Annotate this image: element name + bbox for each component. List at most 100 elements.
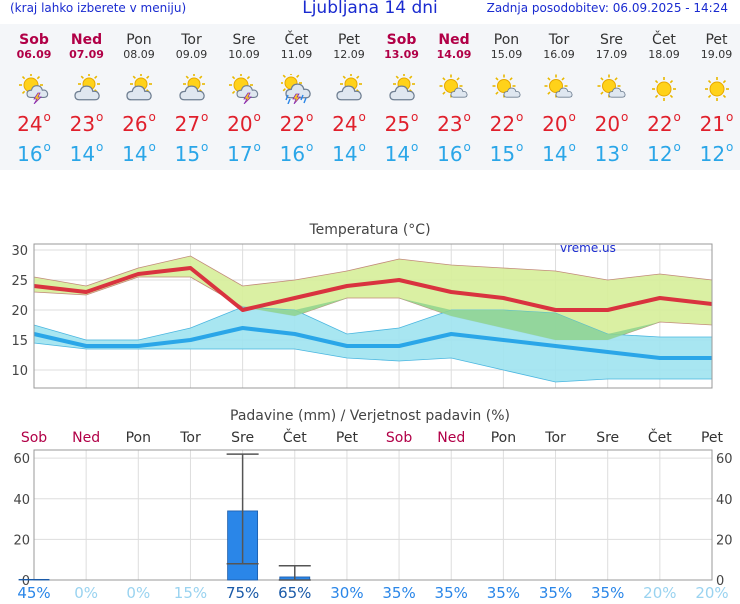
max-temperature-value: 25 [385,112,410,136]
max-temperature-value: 24 [17,112,42,136]
x-tick-label: Ned [437,430,465,446]
degree-symbol: o [569,140,576,154]
degree-symbol: o [726,110,733,124]
y-tick-label-right: 60 [716,452,733,467]
min-temperature-value: 14 [385,142,410,166]
degree-symbol: o [96,110,103,124]
min-temperature-value: 15 [175,142,200,166]
max-temperature-value: 22 [647,112,672,136]
min-temperature-value: 14 [332,142,357,166]
max-temperature: 20o [586,112,638,136]
min-temperature: 14o [113,142,165,166]
min-temperature-value: 12 [647,142,672,166]
plot-frame [34,450,712,580]
day-date: 18.09 [638,48,690,61]
degree-symbol: o [44,110,51,124]
sun-small-cloud-icon [596,74,628,104]
day-name: Sob [8,32,60,48]
degree-symbol: o [516,110,523,124]
max-temperature: 24o [8,112,60,136]
degree-symbol: o [254,140,261,154]
sun-cloud-icon [71,74,103,104]
min-temperature-value: 12 [700,142,725,166]
sun-small-cloud-icon [491,74,523,104]
day-date: 13.09 [376,48,428,61]
min-temperature: 12o [638,142,690,166]
day-date: 06.09 [8,48,60,61]
max-temperature-value: 20 [542,112,567,136]
x-tick-label: Tor [179,430,201,446]
precipitation-probability: 75% [226,584,259,600]
header: (kraj lahko izberete v meniju) Ljubljana… [0,0,740,20]
min-temperature: 17o [218,142,270,166]
y-tick-label-left: 60 [13,452,30,467]
precipitation-probability: 0% [126,584,150,600]
day-name: Čet [638,32,690,48]
day-date: 07.09 [61,48,113,61]
max-temperature: 20o [218,112,270,136]
day-name: Sre [218,32,270,48]
max-temperature: 20o [533,112,585,136]
max-temperature-value: 20 [227,112,252,136]
day-name: Sre [586,32,638,48]
precipitation-probability: 35% [539,584,572,600]
x-tick-label: Čet [648,428,672,446]
degree-symbol: o [411,110,418,124]
day-date: 15.09 [481,48,533,61]
max-temperature-value: 26 [122,112,147,136]
sun-cloud-icon [333,74,365,104]
day-date: 16.09 [533,48,585,61]
max-temperature: 23o [428,112,480,136]
y-tick-label: 25 [11,274,28,289]
max-temperature-value: 24 [332,112,357,136]
x-tick-label: Sob [21,430,47,446]
degree-symbol: o [201,140,208,154]
day-date: 08.09 [113,48,165,61]
degree-symbol: o [359,140,366,154]
y-tick-label-left: 20 [13,533,30,548]
x-tick-label: Pet [336,430,359,446]
min-temperature: 16o [271,142,323,166]
degree-symbol: o [254,110,261,124]
precipitation-probability: 45% [17,584,50,600]
y-tick-label-right: 20 [716,533,733,548]
precipitation-probability: 20% [695,584,728,600]
day-name: Pon [113,32,165,48]
day-name: Pet [323,32,375,48]
precipitation-probability: 35% [435,584,468,600]
day-name: Sob [376,32,428,48]
max-temperature-value: 20 [595,112,620,136]
max-temperature-value: 21 [700,112,725,136]
max-temperature: 24o [323,112,375,136]
day-date: 14.09 [428,48,480,61]
day-name: Čet [271,32,323,48]
y-tick-label: 20 [11,304,28,319]
day-date: 11.09 [271,48,323,61]
max-temperature-band [34,256,712,340]
min-temperature: 12o [691,142,740,166]
day-date: 09.09 [166,48,218,61]
max-temperature: 23o [61,112,113,136]
sun-cloud-icon [123,74,155,104]
y-tick-label: 10 [11,364,28,379]
degree-symbol: o [411,140,418,154]
degree-symbol: o [726,140,733,154]
temperature-chart-title: Temperatura (°C) [308,222,430,238]
max-temperature-value: 22 [280,112,305,136]
sun-cloud-icon [176,74,208,104]
x-tick-label: Sre [231,430,254,446]
degree-symbol: o [306,110,313,124]
min-temperature: 13o [586,142,638,166]
min-temperature-value: 16 [437,142,462,166]
day-name: Ned [428,32,480,48]
min-temperature: 14o [323,142,375,166]
min-temperature: 15o [481,142,533,166]
precipitation-probability: 30% [330,584,363,600]
min-temperature-value: 13 [595,142,620,166]
